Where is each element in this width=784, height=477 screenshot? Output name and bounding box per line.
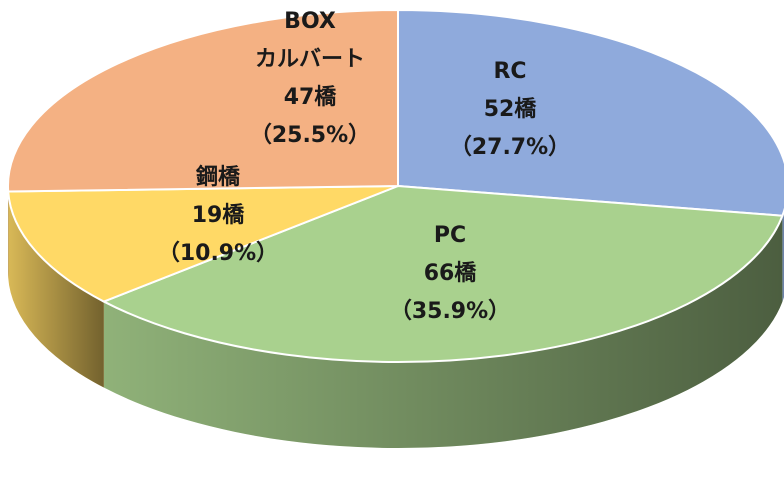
slice	[7, 8, 399, 193]
label-line: 19橋	[192, 203, 246, 228]
label-line: RC	[493, 59, 526, 84]
slice-label: BOX カルバート 47橋 （25.5%）	[250, 9, 370, 148]
label-line: PC	[434, 223, 466, 248]
slice-label: 鋼橋 19橋 （10.9%）	[158, 164, 278, 266]
slice	[101, 184, 784, 363]
slice-label: RC 52橋 （27.7%）	[450, 59, 570, 160]
label-line: 66橋	[424, 261, 478, 286]
slice	[7, 185, 399, 303]
slice-side-shade	[103, 215, 783, 448]
slice	[397, 8, 784, 217]
label-line: （35.9%）	[390, 299, 510, 324]
slice-side-shade	[8, 191, 104, 388]
slice-label: PC 66橋 （35.9%）	[390, 223, 510, 324]
label-line: カルバート	[255, 47, 365, 72]
label-line: BOX	[284, 9, 336, 34]
label-line: 鋼橋	[195, 164, 241, 190]
label-line: 52橋	[484, 97, 538, 122]
label-line: （10.9%）	[158, 241, 278, 266]
label-line: （27.7%）	[450, 135, 570, 160]
label-line: （25.5%）	[250, 123, 370, 148]
label-line: 47橋	[284, 85, 338, 110]
